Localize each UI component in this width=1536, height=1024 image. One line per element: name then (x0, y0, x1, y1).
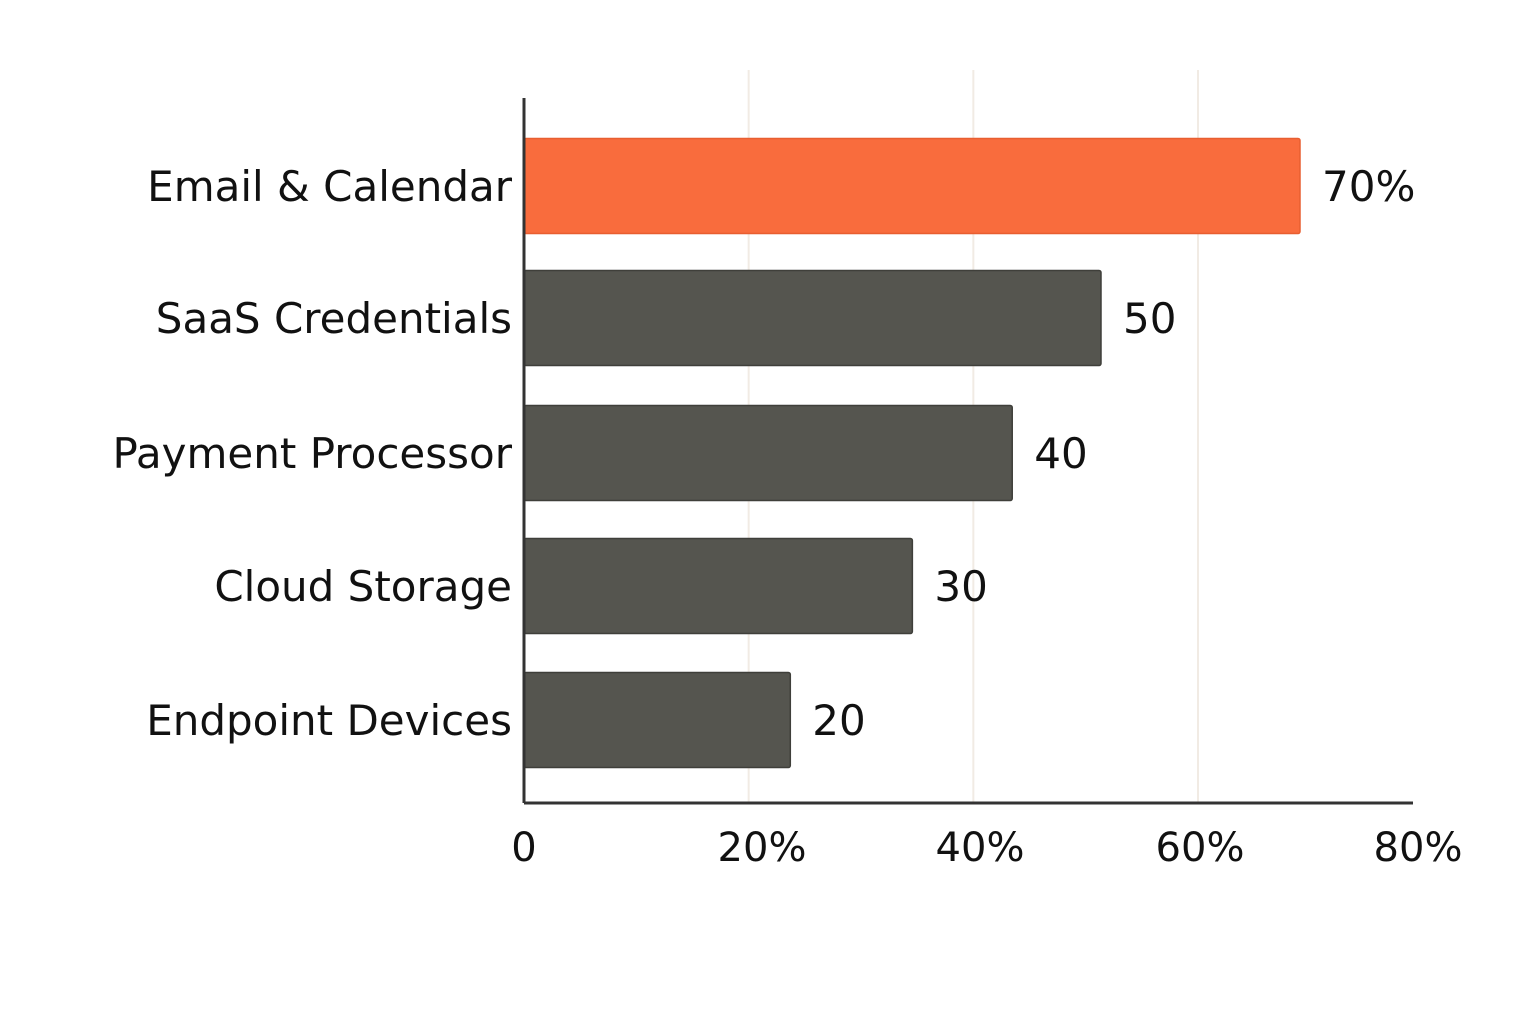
bar (523, 137, 1301, 235)
bar (523, 671, 792, 769)
bars (523, 137, 1301, 769)
value-label: 40 (1034, 429, 1087, 478)
x-tick-label: 60% (1156, 825, 1245, 871)
bar (523, 269, 1102, 367)
value-label: 50 (1123, 294, 1176, 343)
value-label: 20 (812, 696, 865, 745)
category-label: SaaS Credentials (156, 294, 512, 343)
category-label: Email & Calendar (147, 162, 513, 211)
x-tick-label: 40% (936, 825, 1025, 871)
category-label: Endpoint Devices (146, 696, 512, 745)
labels: 0 20% 40% 60% 80% Email & Calendar 70% SaaS Cre… (112, 162, 1462, 871)
bar (523, 537, 914, 635)
value-label: 70% (1322, 162, 1415, 211)
category-label: Cloud Storage (214, 562, 512, 611)
x-tick-label: 20% (718, 825, 807, 871)
category-label: Payment Processor (112, 429, 512, 478)
x-tick-label: 80% (1374, 825, 1463, 871)
bar (523, 404, 1013, 502)
value-label: 30 (934, 562, 987, 611)
x-tick-label: 0 (511, 825, 536, 871)
axes (522, 98, 1413, 805)
